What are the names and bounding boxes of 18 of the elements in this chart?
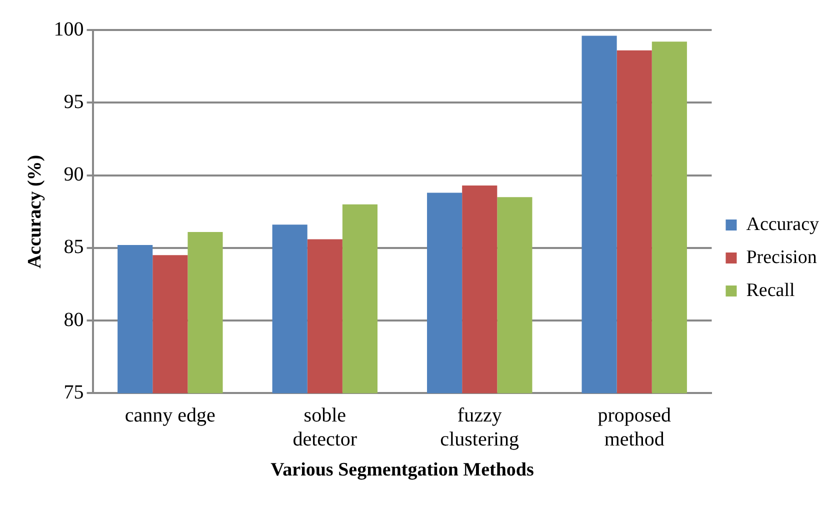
y-tick-label: 80 (64, 308, 84, 331)
category-label: method (604, 428, 664, 450)
y-tick-label: 85 (64, 236, 84, 258)
category-label: detector (292, 428, 358, 450)
legend-label: Precision (746, 246, 818, 268)
y-axis-title: Accuracy (%) (24, 154, 46, 268)
category-label: clustering (440, 428, 520, 450)
x-axis-title: Various Segmentgation Methods (270, 460, 534, 481)
category-label: proposed (598, 404, 672, 426)
legend-label: Recall (746, 280, 795, 301)
category-label: canny edge (124, 404, 216, 426)
y-tick-label: 100 (54, 18, 84, 40)
y-tick-label: 75 (64, 381, 84, 404)
y-tick-label: 95 (64, 90, 84, 113)
category-label: fuzzy (457, 404, 502, 426)
category-label: soble (304, 404, 346, 426)
y-tick-label: 90 (64, 164, 84, 186)
legend-label: Accuracy (746, 214, 820, 235)
